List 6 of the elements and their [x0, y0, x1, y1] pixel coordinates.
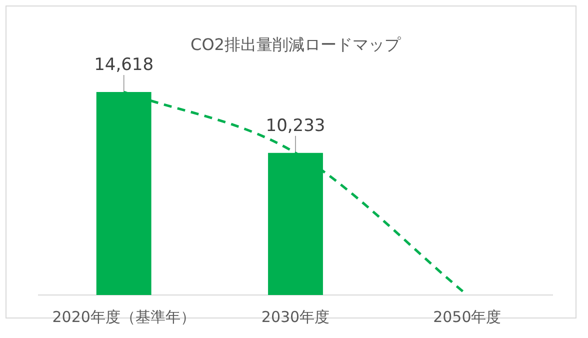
x-tick-label: 2020年度（基準年）: [52, 308, 196, 326]
x-tick-label: 2050年度: [433, 308, 502, 326]
data-label: 10,233: [266, 116, 326, 136]
data-label: 14,618: [94, 55, 154, 75]
chart-title: CO2排出量削減ロードマップ: [190, 35, 402, 54]
x-tick-label: 2030年度: [261, 308, 330, 326]
